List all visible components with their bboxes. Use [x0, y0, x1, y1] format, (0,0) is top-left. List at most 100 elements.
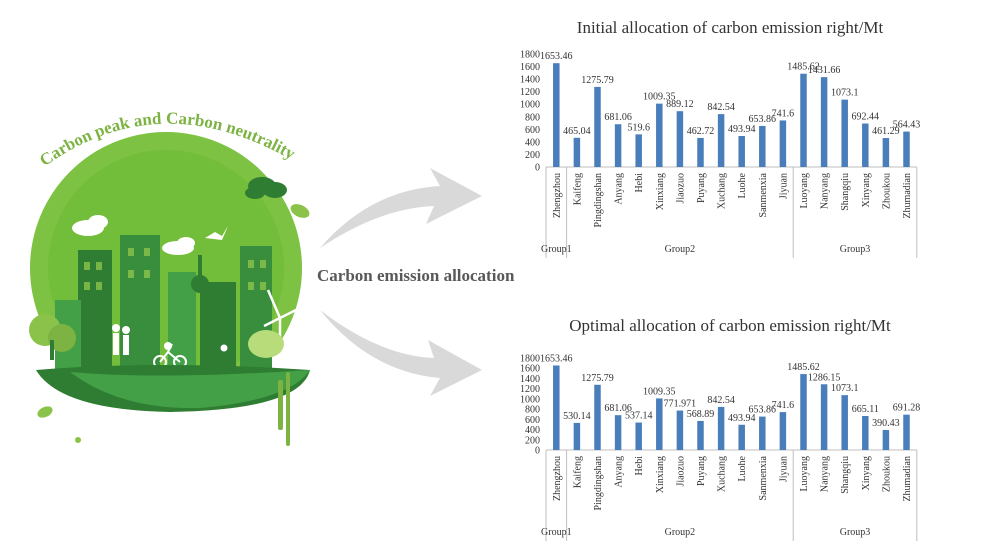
y-tick-label: 800 — [525, 405, 540, 416]
bar — [594, 86, 601, 167]
bar — [841, 99, 848, 167]
bar — [676, 410, 684, 450]
bar — [594, 384, 601, 450]
x-tick-label: Zhengzhou — [552, 456, 563, 501]
data-label: 1485.62 — [787, 362, 820, 373]
x-tick-label: Puyang — [696, 173, 707, 203]
arrow-down-icon — [320, 310, 482, 396]
data-label: 1653.46 — [540, 51, 573, 62]
data-label: 1653.46 — [540, 353, 573, 364]
data-label: 653.86 — [749, 405, 777, 416]
x-tick-label: Zhoukou — [881, 173, 892, 209]
x-tick-label: Xuchang — [717, 173, 728, 209]
data-label: 1286.15 — [808, 372, 841, 383]
data-label: 461.29 — [872, 126, 900, 137]
data-label: 691.28 — [893, 403, 921, 414]
x-tick-label: Zhumadian — [902, 456, 913, 502]
bar — [553, 365, 560, 450]
group-label: Group2 — [665, 527, 696, 538]
chart-title: Initial allocation of carbon emission ri… — [576, 18, 884, 37]
x-tick-label: Zhoukou — [881, 456, 892, 492]
bar — [820, 384, 828, 450]
x-tick-label: Jiyuan — [778, 173, 789, 199]
bar — [738, 424, 745, 450]
data-label: 493.94 — [728, 413, 756, 424]
group-label: Group1 — [541, 244, 572, 255]
bar — [553, 63, 560, 167]
group-label: Group3 — [840, 527, 871, 538]
x-tick-label: Jiaozuo — [675, 456, 686, 487]
x-tick-label: Zhengzhou — [552, 173, 563, 218]
data-label: 889.12 — [666, 99, 694, 110]
x-tick-label: Xinyang — [861, 456, 872, 490]
x-tick-label: Anyang — [614, 173, 625, 205]
data-label: 741.6 — [772, 400, 795, 411]
bar — [903, 414, 910, 450]
x-tick-label: Kaifeng — [572, 456, 583, 488]
y-tick-label: 1800 — [520, 50, 540, 61]
data-label: 568.89 — [687, 409, 715, 420]
flow-arrows — [320, 168, 482, 396]
x-tick-label: Zhumadian — [902, 173, 913, 219]
group-label: Group2 — [665, 244, 696, 255]
y-tick-label: 200 — [525, 150, 540, 161]
bar — [635, 422, 642, 450]
data-label: 692.44 — [852, 112, 880, 123]
y-tick-label: 0 — [535, 163, 540, 174]
chart-title: Optimal allocation of carbon emission ri… — [569, 316, 891, 335]
x-tick-label: Nanyang — [820, 173, 831, 209]
data-label: 1275.79 — [581, 373, 614, 384]
x-tick-label: Xinxiang — [655, 173, 666, 210]
y-tick-label: 1400 — [520, 374, 540, 385]
data-label: 390.43 — [872, 418, 900, 429]
y-tick-label: 1600 — [520, 364, 540, 375]
leaf-icon — [290, 204, 310, 218]
bar — [656, 398, 663, 450]
data-label: 842.54 — [707, 102, 735, 113]
x-tick-label: Shangqiu — [840, 173, 851, 211]
y-tick-label: 1800 — [520, 354, 540, 365]
data-label: 493.94 — [728, 124, 756, 135]
bar — [759, 416, 766, 450]
x-tick-label: Luoyang — [799, 456, 810, 492]
bar — [882, 430, 890, 450]
carbon-neutrality-illustration: Carbon peak and Carbon neutrality — [29, 109, 310, 446]
cloud-icon — [72, 215, 195, 255]
y-tick-label: 400 — [525, 137, 540, 148]
x-tick-label: Kaifeng — [572, 173, 583, 205]
bar — [717, 114, 725, 167]
tree-icon — [29, 314, 76, 360]
bar — [841, 395, 848, 450]
y-tick-label: 400 — [525, 425, 540, 436]
x-tick-label: Anyang — [614, 456, 625, 488]
x-tick-label: Luoyang — [799, 173, 810, 209]
data-label: 530.14 — [563, 411, 591, 422]
data-label: 1485.62 — [787, 62, 820, 73]
bar — [759, 125, 766, 167]
data-label: 1431.66 — [808, 65, 841, 76]
data-label: 681.06 — [604, 403, 632, 414]
y-tick-label: 1200 — [520, 384, 540, 395]
x-tick-label: Xinyang — [861, 173, 872, 207]
x-tick-label: Jiaozuo — [675, 173, 686, 204]
x-tick-label: Xinxiang — [655, 456, 666, 493]
x-tick-label: Pingdingshan — [593, 456, 604, 510]
data-label: 1073.1 — [831, 383, 859, 394]
initial-allocation-chart: Initial allocation of carbon emission ri… — [510, 12, 990, 267]
x-tick-label: Jiyuan — [778, 456, 789, 482]
bar — [697, 137, 704, 167]
y-tick-label: 200 — [525, 435, 540, 446]
bar — [800, 73, 807, 167]
data-label: 1275.79 — [581, 75, 614, 86]
optimal-allocation-chart: Optimal allocation of carbon emission ri… — [510, 312, 990, 556]
bar — [862, 123, 869, 167]
data-label: 462.72 — [687, 126, 715, 137]
data-label: 564.43 — [893, 120, 921, 131]
group-label: Group1 — [541, 527, 572, 538]
data-label: 1073.1 — [831, 88, 859, 99]
y-tick-label: 0 — [535, 446, 540, 457]
data-label: 771.971 — [664, 399, 697, 410]
bar — [635, 134, 642, 167]
y-tick-label: 1600 — [520, 62, 540, 73]
x-tick-label: Luohe — [737, 455, 748, 481]
